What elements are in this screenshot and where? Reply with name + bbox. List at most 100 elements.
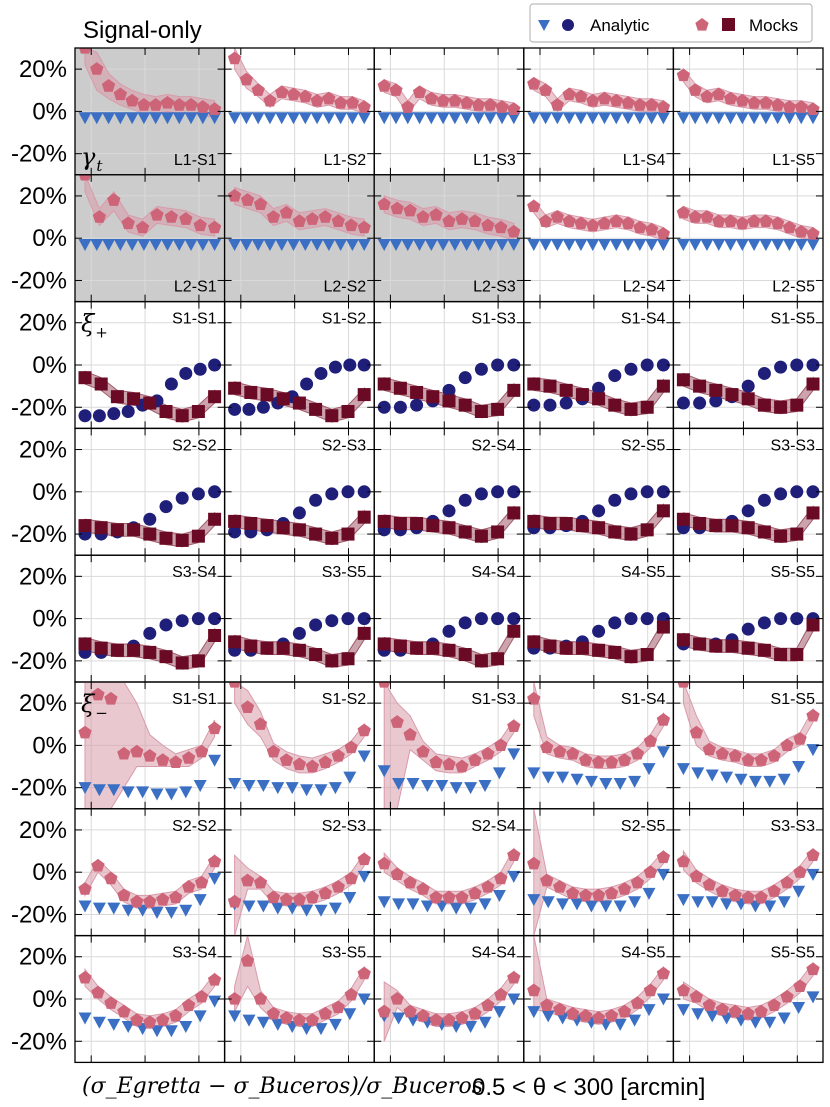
mocks-point (227, 188, 242, 202)
mocks-point (208, 390, 222, 404)
mocks-point (507, 848, 521, 861)
mocks-point (689, 989, 704, 1003)
analytic-point (345, 112, 359, 125)
mocks-point (550, 210, 565, 223)
panel-label: S2-S3 (322, 818, 367, 835)
panel-s5-s5-row7: S5-S5 (672, 934, 824, 1064)
analytic-point (107, 407, 121, 421)
mocks-point (276, 641, 290, 655)
mocks-point (310, 93, 324, 107)
mocks-point (483, 98, 497, 111)
analytic-point (309, 618, 323, 632)
analytic-point (507, 612, 521, 626)
mocks-point (759, 95, 773, 109)
mocks-point (700, 210, 714, 223)
analytic-point (748, 900, 762, 913)
mocks-point (474, 404, 488, 418)
analytic-point (550, 239, 564, 252)
analytic-point (645, 239, 659, 252)
analytic-point (448, 112, 462, 125)
panel-s1-s1-row2: S1-S1 ξ+ (74, 300, 226, 430)
analytic-point (771, 239, 785, 252)
analytic-point (314, 366, 328, 380)
analytic-point (782, 239, 796, 252)
mocks-point (693, 637, 707, 651)
analytic-point (325, 487, 339, 501)
mocks-point (325, 654, 339, 668)
mocks-point (94, 377, 108, 391)
panel-l2-s3-row1: L2-S3 (373, 174, 525, 303)
mocks-point (693, 379, 707, 393)
analytic-point (597, 239, 611, 252)
mocks-point (559, 517, 573, 530)
analytic-point (392, 898, 406, 911)
analytic-point (474, 362, 488, 376)
analytic-point (449, 782, 463, 795)
mocks-point (263, 93, 277, 107)
analytic-point (613, 777, 627, 790)
mocks-point (794, 100, 808, 113)
analytic-point (806, 991, 820, 1004)
analytic-point (464, 1020, 478, 1033)
panel-label: L2-S5 (772, 279, 815, 296)
mocks-point (253, 875, 268, 889)
analytic-point (539, 239, 553, 252)
mocks-point (94, 641, 108, 655)
analytic-point (507, 993, 521, 1006)
analytic-point (175, 614, 189, 628)
analytic-point (628, 1014, 642, 1027)
analytic-point (541, 771, 555, 784)
analytic-point (495, 239, 509, 252)
analytic-point (543, 398, 557, 412)
mocks-point (592, 392, 606, 406)
mocks-point (292, 396, 306, 410)
mocks-point (78, 637, 92, 651)
analytic-point (334, 239, 348, 252)
mocks-point (164, 210, 179, 223)
panel-s2-s2-row6: S2-S2 (74, 808, 226, 937)
mocks-point (318, 755, 332, 768)
analytic-point (642, 887, 656, 900)
mocks-point (121, 216, 135, 230)
panel-s2-s3-row6: S2-S3 (223, 808, 375, 937)
analytic-point (164, 788, 178, 801)
analytic-point (771, 112, 785, 125)
y-tick-label: -20% (11, 775, 67, 802)
mocks-point (757, 398, 771, 412)
analytic-point (633, 239, 647, 252)
mocks-point (474, 529, 488, 543)
analytic-point (458, 493, 472, 507)
analytic-point (377, 239, 391, 252)
y-tick-label: -20% (11, 648, 67, 675)
mocks-point (79, 48, 91, 54)
mocks-point (754, 753, 768, 766)
mocks-point (208, 512, 222, 526)
analytic-point (143, 512, 157, 526)
analytic-point (121, 904, 135, 917)
chart-title: Signal-only (83, 17, 202, 44)
panel-label: S3-S5 (322, 945, 367, 962)
analytic-point (242, 402, 256, 416)
mocks-point (305, 759, 320, 773)
panel-label: S2-S4 (471, 818, 516, 835)
analytic-point (777, 896, 791, 909)
mocks-point (429, 755, 443, 768)
analytic-point (705, 896, 719, 909)
mocks-point (228, 682, 241, 688)
analytic-point (460, 112, 474, 125)
analytic-point (747, 239, 761, 252)
mocks-point (780, 989, 794, 1003)
mocks-point (179, 212, 193, 225)
mocks-point (143, 396, 157, 410)
y-tick-label: 20% (19, 56, 67, 83)
panel-label: S2-S2 (172, 437, 217, 454)
analytic-point (492, 1006, 506, 1019)
mocks-point (592, 643, 606, 657)
panel-label: S5-S5 (771, 564, 816, 581)
analytic-point (341, 612, 355, 626)
mocks-point (403, 875, 417, 889)
mocks-point (357, 388, 371, 402)
mocks-point (747, 95, 761, 109)
analytic-point (322, 112, 336, 125)
mocks-point (543, 379, 557, 393)
